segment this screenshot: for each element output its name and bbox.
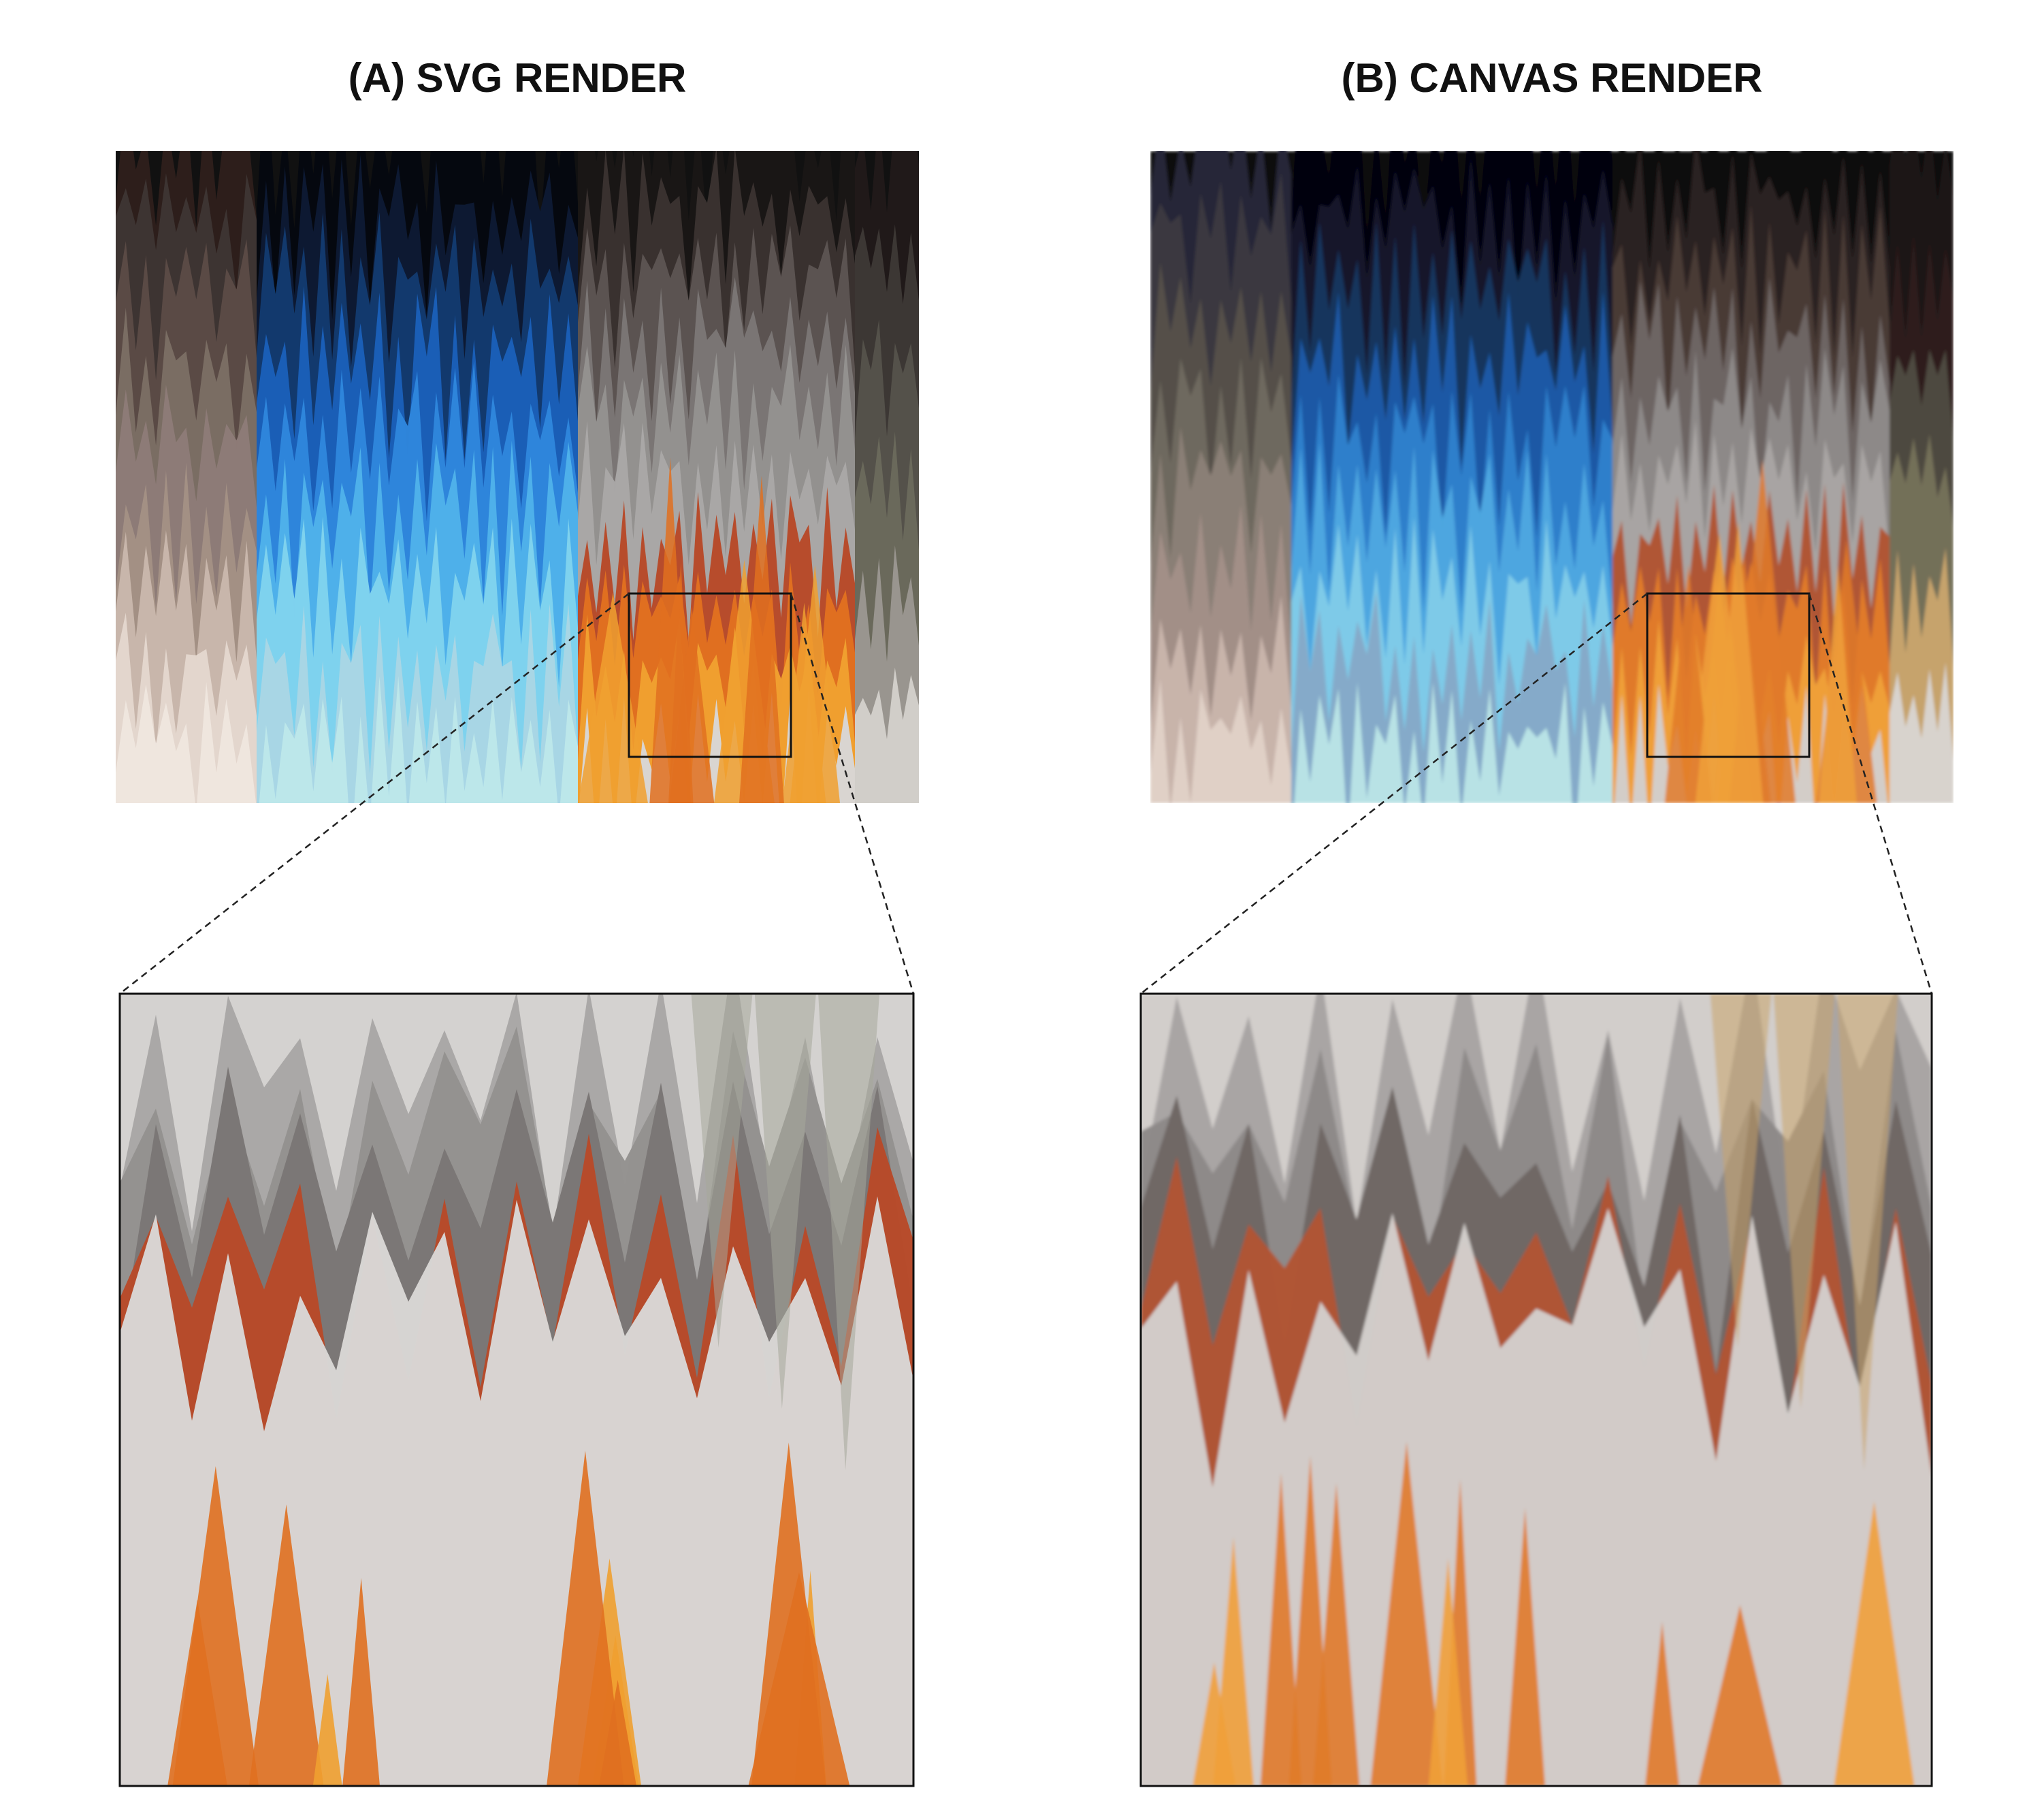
b-zoom-orange-spike-10 [1428,1558,1468,1786]
canvas-zoom-frame [1139,992,1933,1787]
b-blue-layer-9 [1291,682,1612,803]
a-right-orange-spike-8 [790,565,841,803]
a-zoom-orange-spike-9 [748,1572,850,1786]
svg-zoom-frame [118,992,915,1787]
svg-zoom-selection [628,592,792,758]
b-zoom-orange-spike-11 [1644,1621,1680,1786]
b-zoom-orange-spike-8 [1370,1442,1443,1786]
b-edge-layer-6 [1890,662,1954,803]
a-right-orange-spike-7 [739,476,784,803]
panel-a-title: (A) SVG RENDER [348,55,687,101]
b-right-orange-spike-5 [1664,564,1713,803]
canvas-render-zoom [1141,994,1932,1786]
a-right-orange-spike-5 [669,606,715,803]
a-zoom-orange-spike-8 [248,1504,324,1786]
b-zoom-orange-spike-4 [1213,1537,1254,1786]
a-right-orange-spike-4 [578,592,648,803]
b-zoom-upper-wedge-3 [1836,994,1898,1470]
b-zoom-orange-spike-7 [1834,1501,1915,1786]
canvas-render-thumbnail [1150,151,1954,803]
b-right-orange-spike-8 [1713,521,1764,803]
b-zoom-upper-wedge-2 [1773,994,1835,1409]
a-left-layer-9 [116,682,257,803]
canvas-zoom-selection [1646,592,1811,758]
canvas-zoom-connector-left [1140,593,1648,994]
a-zoom-orange-spike-10 [312,1674,342,1786]
b-zoom-orange-spike-5 [1260,1473,1302,1786]
a-zoom-upper-wedge-2 [754,994,816,1409]
b-zoom-orange-spike-6 [1505,1508,1546,1786]
b-left-layer-8 [1150,679,1291,803]
b-zoom-orange-spike-12 [1698,1604,1783,1786]
b-zoom-upper-wedge-1 [1710,994,1772,1348]
svg-render-thumbnail [116,151,919,803]
a-zoom-layer-5 [120,1196,913,1786]
a-edge-layer-6 [855,667,919,803]
a-blue-layer-9 [257,676,578,803]
a-zoom-upper-wedge-1 [691,994,753,1348]
svg-render-zoom [120,994,913,1786]
a-zoom-orange-spike-12 [547,1450,624,1786]
b-zoom-orange-spike-9 [1289,1456,1332,1786]
a-zoom-orange-spike-2 [342,1578,380,1786]
b-right-orange-spike-2 [1819,564,1857,803]
svg-zoom-connector-right [790,593,915,994]
a-zoom-orange-spike-6 [172,1466,259,1786]
panel-b-title: (B) CANVAS RENDER [1341,55,1763,101]
a-zoom-upper-wedge-3 [818,994,880,1470]
svg-zoom-connector-left [119,593,630,994]
canvas-zoom-connector-right [1808,593,1933,994]
